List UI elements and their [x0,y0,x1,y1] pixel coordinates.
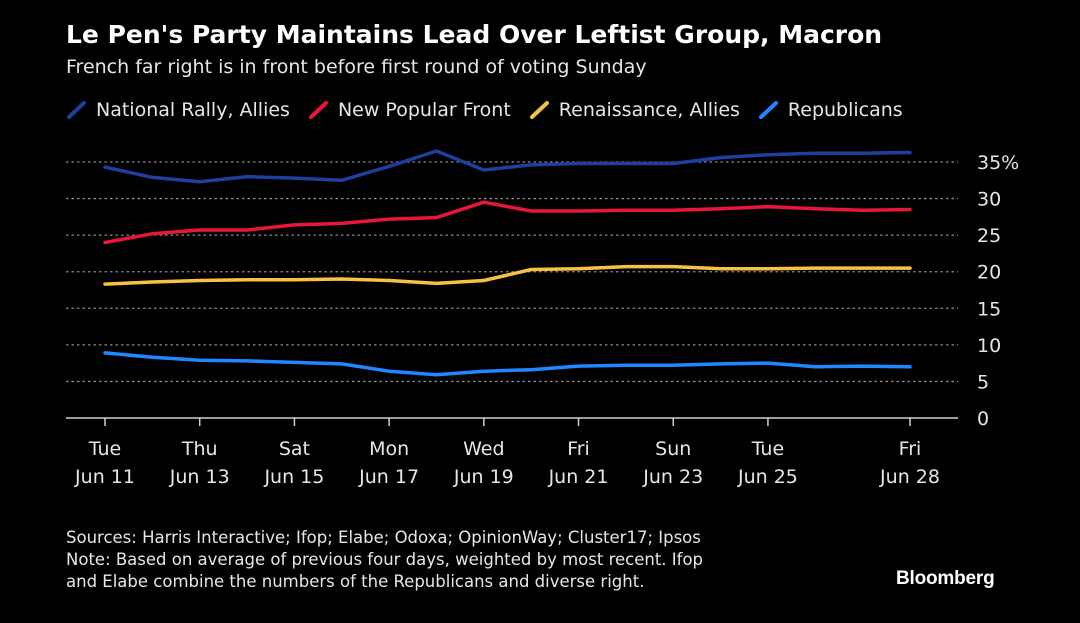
y-tick-label-30: 30 [977,189,1001,211]
chart-subtitle: French far right is in front before firs… [66,56,647,78]
x-tick-day-Jun-17: Mon [369,438,409,460]
x-tick-date-Jun-11: Jun 11 [74,466,135,488]
bloomberg-logo: Bloomberg [896,568,995,589]
x-tick-day-Jun-23: Sun [655,438,691,460]
sources-text: Sources: Harris Interactive; Ifop; Elabe… [66,528,701,547]
series-line-renaissance-allies [103,264,912,286]
x-tick-day-Jun-25: Tue [751,438,784,460]
x-tick-date-Jun-23: Jun 23 [642,466,703,488]
x-tick-day-Jun-28: Fri [899,438,922,460]
x-tick-date-Jun-15: Jun 15 [263,466,324,488]
x-tick-day-Jun-21: Fri [567,438,590,460]
legend-item-national-rally-allies: National Rally, Allies [66,99,290,121]
legend-swatch-line-renaissance-allies [529,101,549,119]
x-tick-date-Jun-21: Jun 21 [548,466,609,488]
legend-swatch-line-republicans [758,101,778,119]
y-tick-label-0: 0 [977,408,989,430]
chart-legend: National Rally, Allies New Popular Front R… [66,97,921,123]
legend-item-new-popular-front: New Popular Front [308,99,511,121]
x-tick-date-Jun-13: Jun 13 [169,466,230,488]
legend-label-renaissance-allies: Renaissance, Allies [558,99,740,121]
chart-panel [46,0,1034,612]
legend-swatch-renaissance-allies [529,101,549,119]
legend-swatch-line-national-rally-allies [67,101,86,119]
legend-swatch-republicans [758,101,778,119]
legend-label-republicans: Republicans [787,99,903,121]
series-line-national-rally-allies [103,149,912,184]
y-tick-label-15: 15 [977,298,1001,320]
series-line-new-popular-front [103,200,912,245]
legend-swatch-line-new-popular-front [308,101,328,119]
x-tick-date-Jun-17: Jun 17 [358,466,419,488]
y-tick-label-25: 25 [977,225,1001,247]
note-text-line1: Note: Based on average of previous four … [66,550,704,569]
legend-swatch-new-popular-front [308,101,328,119]
y-tick-label-20: 20 [977,262,1001,284]
chart-title: Le Pen's Party Maintains Lead Over Lefti… [66,20,883,49]
legend-item-renaissance-allies: Renaissance, Allies [529,99,740,121]
y-tick-label-35: 35% [977,152,1019,174]
series-line-republicans [103,351,912,377]
legend-label-new-popular-front: New Popular Front [337,99,511,121]
x-tick-date-Jun-28: Jun 28 [879,466,940,488]
x-tick-day-Jun-19: Wed [463,438,504,460]
legend-label-national-rally-allies: National Rally, Allies [96,99,290,121]
y-tick-label-10: 10 [977,335,1001,357]
x-tick-day-Jun-11: Tue [88,438,121,460]
x-tick-day-Jun-13: Thu [181,438,218,460]
legend-item-republicans: Republicans [758,99,903,121]
legend-swatch-national-rally-allies [67,101,86,119]
x-tick-date-Jun-19: Jun 19 [453,466,514,488]
x-tick-date-Jun-25: Jun 25 [737,466,798,488]
chart-footnote: Sources: Harris Interactive; Ifop; Elabe… [66,527,703,593]
note-text-line2: and Elabe combine the numbers of the Rep… [66,572,645,591]
y-tick-label-5: 5 [977,371,989,393]
x-tick-day-Jun-15: Sat [279,438,310,460]
